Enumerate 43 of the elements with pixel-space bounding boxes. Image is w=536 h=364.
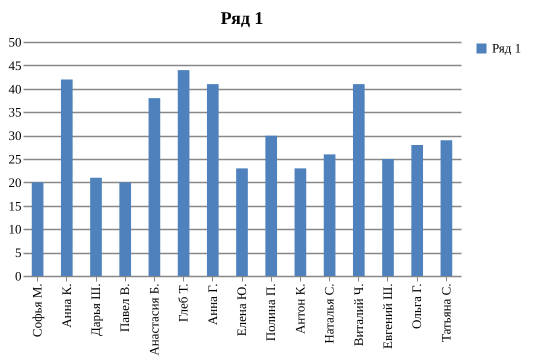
x-tick-label: Татьяна С.	[438, 284, 454, 342]
x-tick-label: Наталья С.	[322, 284, 337, 344]
bar	[90, 178, 102, 276]
x-tick-label: Полина П.	[263, 284, 278, 342]
x-tick-label: Глеб Т.	[176, 284, 191, 322]
x-tick-label: Ольга Г.	[409, 284, 424, 329]
y-tick-label: 50	[8, 34, 22, 50]
x-tick-label: Софья М.	[30, 284, 45, 338]
x-tick-label: Дарья Ш.	[88, 284, 103, 336]
x-tick-label: Елена Ю.	[234, 284, 249, 336]
x-tick-label: Анастасия Б.	[146, 284, 162, 356]
x-tick-label: Анна К.	[58, 284, 74, 328]
bar	[206, 84, 219, 276]
bar	[324, 154, 336, 276]
bar	[60, 79, 73, 276]
bar	[236, 168, 248, 276]
y-tick-label: 15	[8, 198, 22, 214]
y-tick-label: 30	[8, 128, 22, 144]
chart-title: Ряд 1	[220, 8, 264, 28]
bar	[32, 182, 44, 276]
y-tick-label: 5	[15, 245, 22, 260]
bar	[265, 136, 278, 276]
x-tick-label: Антон К.	[292, 284, 308, 334]
x-tick-label: Виталий Ч.	[350, 284, 366, 346]
x-tick-label: Павел В.	[117, 284, 132, 332]
bar	[178, 70, 190, 276]
bar	[148, 98, 160, 276]
bar	[382, 159, 394, 276]
bar	[352, 84, 365, 276]
x-tick-label: Евгений Ш.	[380, 284, 395, 349]
y-tick-label: 0	[15, 268, 22, 284]
y-tick-label: 40	[8, 81, 22, 96]
bar	[411, 144, 424, 276]
y-tick-label: 45	[8, 58, 22, 73]
y-tick-label: 35	[8, 104, 22, 120]
x-tick-label: Анна Г.	[204, 284, 220, 326]
y-tick-label: 10	[8, 222, 22, 237]
bar	[440, 140, 452, 276]
bar	[294, 168, 306, 276]
bar	[119, 182, 132, 276]
y-tick-label: 25	[8, 152, 22, 166]
legend-label: Ряд 1	[492, 40, 522, 56]
y-tick-label: 20	[8, 174, 22, 190]
